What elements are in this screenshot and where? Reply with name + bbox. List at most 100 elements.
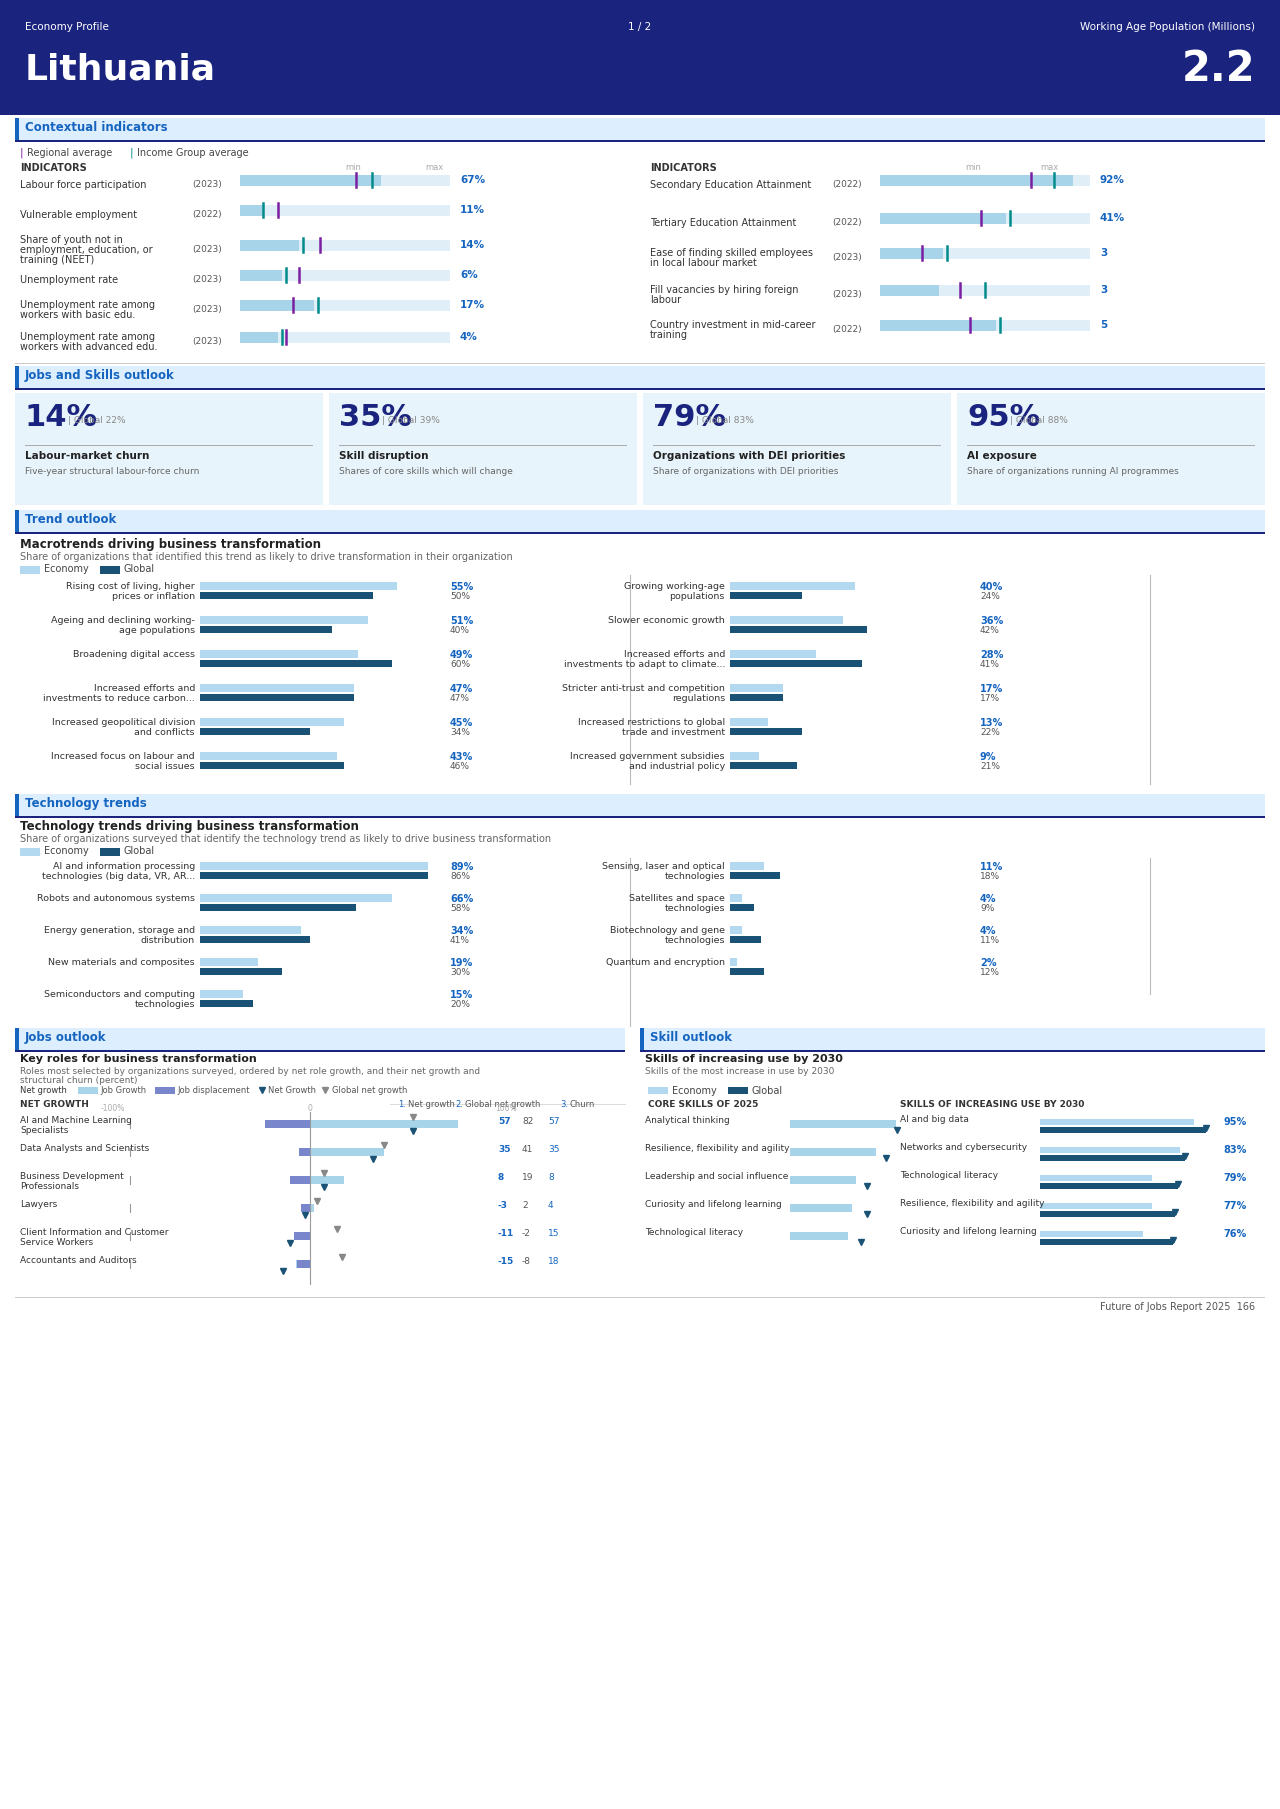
Text: employment, education, or: employment, education, or [20,244,152,255]
Text: 40%: 40% [980,582,1004,592]
Text: 2.2: 2.2 [1181,49,1254,90]
Text: workers with basic edu.: workers with basic edu. [20,309,136,320]
Bar [640,1028,1265,1049]
Bar [730,762,797,769]
Text: 18%: 18% [980,872,1000,881]
Text: 79%: 79% [653,403,726,432]
Text: Technological literacy: Technological literacy [900,1170,998,1179]
Bar [15,532,1265,534]
Text: 19%: 19% [451,959,474,968]
Bar [265,1120,310,1129]
Bar [20,566,40,573]
Text: Vulnerable employment: Vulnerable employment [20,210,137,221]
Text: Service Workers: Service Workers [20,1237,93,1246]
Text: 22%: 22% [980,727,1000,736]
Text: 46%: 46% [451,762,470,771]
Text: Global net growth: Global net growth [465,1100,540,1109]
Text: training: training [650,329,689,340]
Bar [640,1028,644,1049]
Bar [640,1049,1265,1053]
Bar [730,935,762,942]
Bar [790,1176,856,1185]
Text: Unemployment rate: Unemployment rate [20,275,118,286]
Text: Professionals: Professionals [20,1181,79,1190]
Text: 35: 35 [498,1145,511,1154]
Text: Fill vacancies by hiring foreign: Fill vacancies by hiring foreign [650,286,799,295]
Text: 79%: 79% [1222,1172,1247,1183]
Text: |: | [20,148,23,159]
Bar [200,592,372,599]
Text: Macrotrends driving business transformation: Macrotrends driving business transformat… [20,537,321,552]
Text: | Global 39%: | Global 39% [381,416,440,425]
Bar [730,592,803,599]
Bar [15,365,1265,387]
Text: Lithuania: Lithuania [26,52,216,87]
Text: 8: 8 [498,1172,504,1181]
Text: trade and investment: trade and investment [622,727,724,736]
Bar [329,393,637,505]
Text: 89%: 89% [451,863,474,872]
Text: max: max [425,163,443,172]
Text: 95%: 95% [966,403,1041,432]
Text: AI and big data: AI and big data [900,1114,969,1123]
Text: 86%: 86% [451,872,470,881]
Text: 35%: 35% [339,403,412,432]
Text: Slower economic growth: Slower economic growth [608,617,724,624]
Text: 67%: 67% [460,175,485,185]
Bar [200,959,257,966]
Bar [881,213,1091,224]
Text: (2022): (2022) [832,181,861,188]
Text: 41%: 41% [451,935,470,944]
Text: Trend outlook: Trend outlook [26,514,116,526]
Text: 2.: 2. [454,1100,463,1109]
Text: Broadening digital access: Broadening digital access [73,649,195,658]
Bar [15,393,323,505]
Bar [790,1205,852,1212]
Text: 57: 57 [498,1116,511,1125]
Text: 14%: 14% [460,241,485,250]
Bar [200,935,310,942]
Bar [790,1232,847,1239]
Bar [200,617,369,624]
Text: 3: 3 [1100,248,1107,259]
Text: 42%: 42% [980,626,1000,635]
Text: 9%: 9% [980,753,997,762]
Text: 41: 41 [522,1145,534,1154]
Text: Share of organizations surveyed that identify the technology trend as likely to : Share of organizations surveyed that ide… [20,834,552,845]
Text: 8: 8 [548,1172,554,1181]
Text: Labour force participation: Labour force participation [20,181,146,190]
Bar [200,968,282,975]
Text: training (NEET): training (NEET) [20,255,95,264]
Bar [200,626,332,633]
Bar [15,1049,625,1053]
Bar [200,727,310,734]
Text: Key roles for business transformation: Key roles for business transformation [20,1055,257,1064]
Text: 50%: 50% [451,592,470,601]
Text: AI and Machine Learning: AI and Machine Learning [20,1116,132,1125]
Text: 47%: 47% [451,695,470,704]
Text: 82: 82 [522,1116,534,1125]
Text: 11%: 11% [460,204,485,215]
Text: Growing working-age: Growing working-age [625,582,724,592]
Text: (2022): (2022) [832,326,861,335]
Bar [291,1176,310,1185]
Bar [881,320,1091,331]
Bar [730,626,867,633]
Text: in local labour market: in local labour market [650,259,756,268]
Text: Secondary Education Attainment: Secondary Education Attainment [650,181,812,190]
Bar [15,794,19,816]
Text: Tertiary Education Attainment: Tertiary Education Attainment [650,219,796,228]
Text: (2023): (2023) [192,181,221,188]
Bar [730,863,764,870]
Text: age populations: age populations [119,626,195,635]
Text: Technology trends driving business transformation: Technology trends driving business trans… [20,819,358,832]
Bar [730,894,742,903]
Bar [20,848,40,856]
Bar [1039,1120,1194,1125]
Bar [241,175,380,186]
Bar [241,175,451,186]
Text: max: max [1039,163,1059,172]
Bar [881,320,996,331]
Text: and conflicts: and conflicts [134,727,195,736]
Text: 12%: 12% [980,968,1000,977]
